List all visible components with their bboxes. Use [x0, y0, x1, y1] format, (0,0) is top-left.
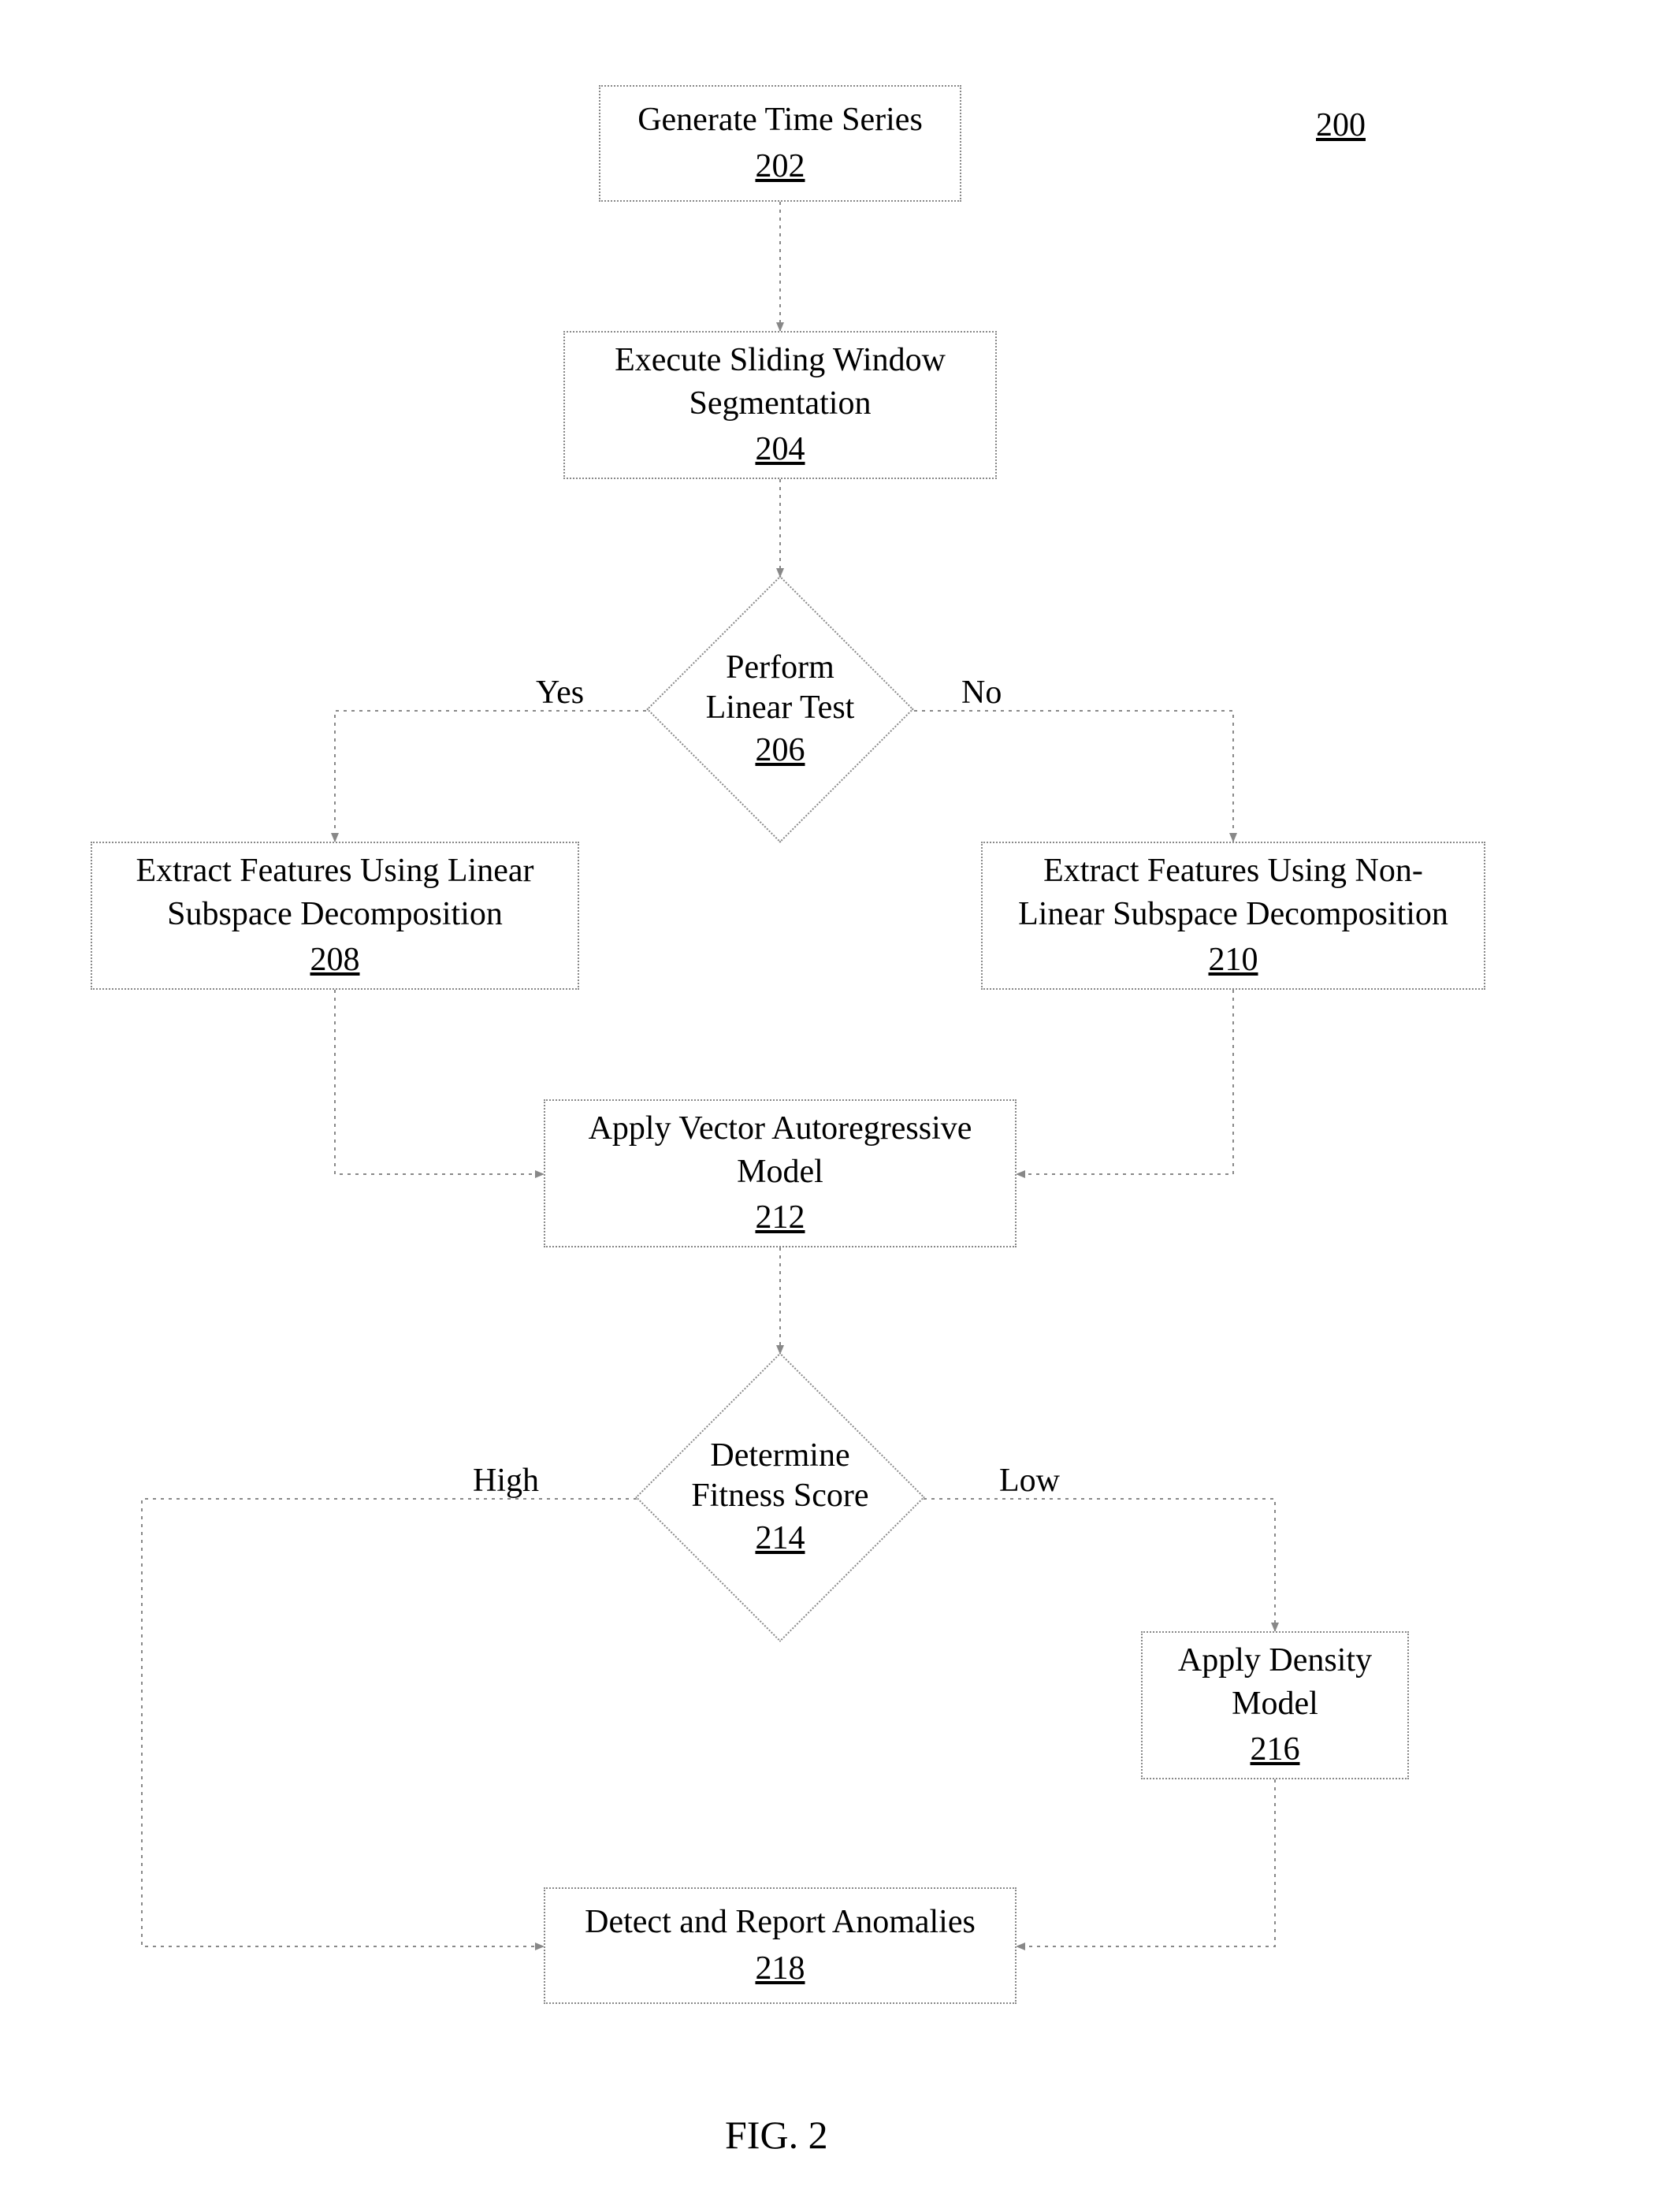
node-title: PerformLinear Test	[706, 648, 855, 727]
figure-label: FIG. 2	[725, 2112, 828, 2158]
node-linear-test: PerformLinear Test 206	[646, 575, 913, 842]
node-title: Generate Time Series	[637, 99, 923, 142]
node-ref: 206	[755, 731, 805, 770]
node-nonlinear-features: Extract Features Using Non-Linear Subspa…	[981, 842, 1485, 990]
diamond-label: PerformLinear Test 206	[646, 575, 913, 842]
node-title: Extract Features Using LinearSubspace De…	[136, 849, 534, 935]
edge-label-yes: Yes	[536, 674, 584, 712]
node-density-model: Apply DensityModel 216	[1141, 1631, 1409, 1779]
node-detect-report: Detect and Report Anomalies 218	[544, 1887, 1017, 2004]
page-reference: 200	[1316, 106, 1366, 144]
node-title: Apply DensityModel	[1178, 1639, 1372, 1725]
node-ref: 216	[1251, 1728, 1300, 1771]
edge-label-low: Low	[999, 1462, 1060, 1500]
edge-label-no: No	[961, 674, 1002, 712]
node-title: Detect and Report Anomalies	[585, 1901, 976, 1944]
node-generate-time-series: Generate Time Series 202	[599, 85, 961, 202]
node-ref: 214	[755, 1519, 805, 1558]
node-ref: 204	[756, 428, 805, 471]
node-ref: 202	[756, 145, 805, 188]
node-title: DetermineFitness Score	[691, 1436, 868, 1515]
node-var-model: Apply Vector AutoregressiveModel 212	[544, 1099, 1017, 1247]
node-ref: 210	[1209, 939, 1258, 982]
node-fitness-score: DetermineFitness Score 214	[635, 1352, 925, 1642]
node-linear-features: Extract Features Using LinearSubspace De…	[91, 842, 579, 990]
node-title: Apply Vector AutoregressiveModel	[589, 1107, 972, 1193]
flowchart-canvas: Generate Time Series 202 Execute Sliding…	[0, 0, 1680, 2212]
node-ref: 208	[310, 939, 360, 982]
node-sliding-window: Execute Sliding WindowSegmentation 204	[563, 331, 997, 479]
node-ref: 218	[756, 1947, 805, 1991]
node-title: Execute Sliding WindowSegmentation	[615, 339, 946, 425]
node-title: Extract Features Using Non-Linear Subspa…	[1018, 849, 1448, 935]
node-ref: 212	[756, 1196, 805, 1240]
diamond-label: DetermineFitness Score 214	[635, 1352, 925, 1642]
edge-label-high: High	[473, 1462, 539, 1500]
